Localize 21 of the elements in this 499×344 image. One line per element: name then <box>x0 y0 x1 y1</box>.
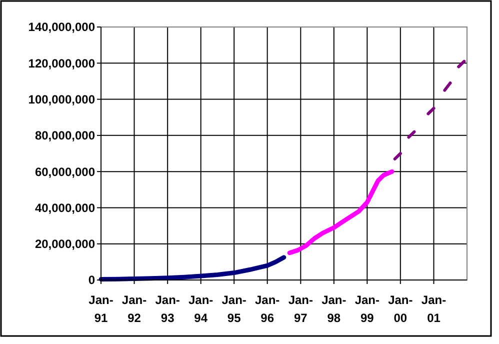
x-tick-label: Jan-97 <box>288 293 314 325</box>
line-series <box>287 169 394 256</box>
y-tick-label: 80,000,000 <box>34 128 96 143</box>
y-tick-label: 120,000,000 <box>28 56 96 70</box>
x-tick-label: Jan-96 <box>254 293 280 325</box>
y-tick-label: 0 <box>88 273 96 288</box>
y-tick-label: 40,000,000 <box>34 200 96 215</box>
x-tick-label: Jan-98 <box>322 293 346 325</box>
x-tick-label: Jan-94 <box>188 293 214 325</box>
x-tick-label: Jan-92 <box>122 293 147 325</box>
y-tick-label: 20,000,000 <box>34 237 96 252</box>
x-tick-label: Jan-95 <box>222 293 246 325</box>
x-tick-label: Jan-93 <box>155 293 180 325</box>
x-tick-label: Jan-00 <box>388 293 413 325</box>
line-series <box>98 255 286 282</box>
x-tick-label: Jan-01 <box>421 293 446 325</box>
y-tick-label: 100,000,000 <box>28 92 96 106</box>
y-tick-label: 60,000,000 <box>34 164 96 179</box>
x-tick-label: Jan-99 <box>354 293 380 325</box>
x-tick-label: Jan-91 <box>88 293 114 325</box>
y-tick-label: 140,000,000 <box>28 20 96 34</box>
